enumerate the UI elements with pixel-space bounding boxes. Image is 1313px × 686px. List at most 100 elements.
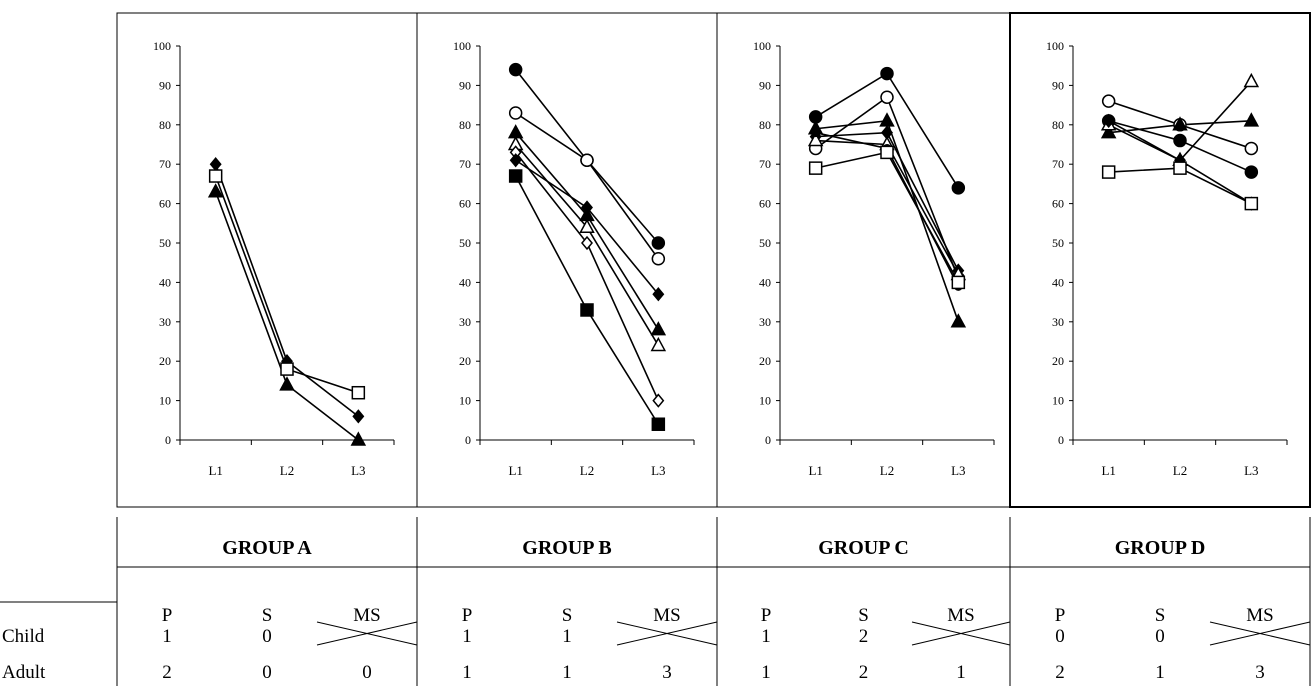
table-cell: 0 bbox=[262, 662, 272, 683]
data-point bbox=[951, 275, 966, 290]
table-cell: 1 bbox=[562, 662, 572, 683]
data-point bbox=[581, 200, 593, 215]
not-applicable-cross bbox=[911, 621, 1011, 646]
data-point bbox=[508, 62, 523, 77]
y-tick-label: 80 bbox=[759, 118, 771, 132]
data-point bbox=[1243, 112, 1260, 127]
data-point bbox=[351, 385, 366, 400]
subheader-p: P bbox=[461, 605, 473, 626]
y-tick-label: 90 bbox=[1052, 78, 1064, 92]
data-point bbox=[508, 169, 523, 183]
data-point bbox=[1173, 133, 1187, 148]
data-point bbox=[652, 393, 665, 408]
x-tick-label: L1 bbox=[808, 463, 822, 478]
y-tick-label: 60 bbox=[459, 197, 471, 211]
data-point bbox=[350, 431, 367, 446]
table-cell: 1 bbox=[462, 662, 472, 683]
y-tick-label: 50 bbox=[159, 236, 171, 250]
not-applicable-cross bbox=[616, 621, 718, 646]
data-point bbox=[880, 66, 894, 81]
data-point bbox=[1244, 165, 1259, 179]
x-tick-label: L2 bbox=[1173, 463, 1187, 478]
data-point bbox=[579, 218, 595, 233]
subheader-ms: MS bbox=[353, 605, 381, 626]
subheader-s: S bbox=[1154, 605, 1166, 626]
table-cell: 1 bbox=[562, 626, 572, 647]
y-tick-label: 20 bbox=[459, 354, 471, 368]
y-tick-label: 40 bbox=[159, 275, 171, 289]
data-point bbox=[650, 321, 667, 336]
y-tick-label: 10 bbox=[459, 394, 471, 408]
x-tick-label: L2 bbox=[580, 463, 594, 478]
chart-panel-frame bbox=[1009, 12, 1311, 508]
y-tick-label: 50 bbox=[759, 236, 771, 250]
x-tick-label: L3 bbox=[1244, 463, 1258, 478]
not-applicable-cross bbox=[316, 621, 418, 646]
y-tick-label: 20 bbox=[1052, 354, 1064, 368]
data-point bbox=[651, 236, 666, 250]
group-title: GROUP B bbox=[522, 537, 612, 559]
table-cell: 0 bbox=[1155, 626, 1165, 647]
y-tick-label: 80 bbox=[1052, 118, 1064, 132]
table-cell: 2 bbox=[1055, 662, 1065, 683]
subheader-p: P bbox=[161, 605, 173, 626]
data-point bbox=[352, 409, 365, 424]
data-point bbox=[880, 90, 894, 104]
y-tick-label: 90 bbox=[159, 78, 171, 92]
y-tick-label: 60 bbox=[1052, 197, 1064, 211]
data-point bbox=[1100, 124, 1117, 139]
data-point bbox=[1101, 94, 1116, 108]
x-tick-label: L3 bbox=[651, 463, 665, 478]
y-tick-label: 30 bbox=[159, 315, 171, 329]
data-point bbox=[950, 313, 967, 328]
not-applicable-cross bbox=[1209, 621, 1311, 646]
subheader-ms: MS bbox=[653, 605, 681, 626]
data-point bbox=[880, 145, 894, 160]
table-cell: 2 bbox=[162, 662, 172, 683]
y-tick-label: 50 bbox=[1052, 236, 1064, 250]
subheader-s: S bbox=[561, 605, 573, 626]
y-tick-label: 0 bbox=[465, 433, 471, 447]
subheader-ms: MS bbox=[947, 605, 975, 626]
y-tick-label: 20 bbox=[759, 354, 771, 368]
row-label-adult: Adult bbox=[2, 662, 46, 683]
x-tick-label: L2 bbox=[280, 463, 294, 478]
data-point bbox=[1172, 116, 1188, 131]
data-point bbox=[651, 252, 666, 266]
data-point bbox=[808, 161, 823, 175]
table-cell: 0 bbox=[1055, 626, 1065, 647]
x-tick-label: L1 bbox=[208, 463, 222, 478]
data-point bbox=[580, 303, 594, 317]
y-tick-label: 70 bbox=[159, 157, 171, 171]
y-tick-label: 100 bbox=[1046, 39, 1064, 53]
x-tick-label: L1 bbox=[1101, 463, 1115, 478]
data-point bbox=[1102, 113, 1115, 129]
table-cell: 1 bbox=[462, 626, 472, 647]
data-point bbox=[279, 376, 295, 391]
table-cell: 2 bbox=[858, 662, 869, 683]
subheader-p: P bbox=[760, 605, 772, 626]
y-tick-label: 90 bbox=[459, 78, 471, 92]
data-point bbox=[580, 153, 594, 168]
data-point bbox=[1243, 72, 1260, 88]
data-point bbox=[1244, 196, 1259, 211]
table-cell: 3 bbox=[1255, 662, 1265, 683]
subheader-s: S bbox=[858, 605, 869, 626]
table-cell: 2 bbox=[858, 626, 869, 647]
y-tick-label: 70 bbox=[459, 157, 471, 171]
y-tick-label: 100 bbox=[453, 39, 471, 53]
subheader-s: S bbox=[261, 605, 273, 626]
table-cell: 0 bbox=[362, 662, 372, 683]
y-tick-label: 30 bbox=[1052, 315, 1064, 329]
y-tick-label: 100 bbox=[753, 39, 771, 53]
data-point bbox=[208, 169, 223, 183]
y-tick-label: 30 bbox=[459, 315, 471, 329]
y-tick-label: 50 bbox=[459, 236, 471, 250]
x-tick-label: L2 bbox=[880, 463, 894, 478]
table-cell: 3 bbox=[662, 662, 672, 683]
data-point bbox=[650, 336, 667, 352]
y-tick-label: 100 bbox=[153, 39, 171, 53]
data-point bbox=[652, 287, 665, 302]
